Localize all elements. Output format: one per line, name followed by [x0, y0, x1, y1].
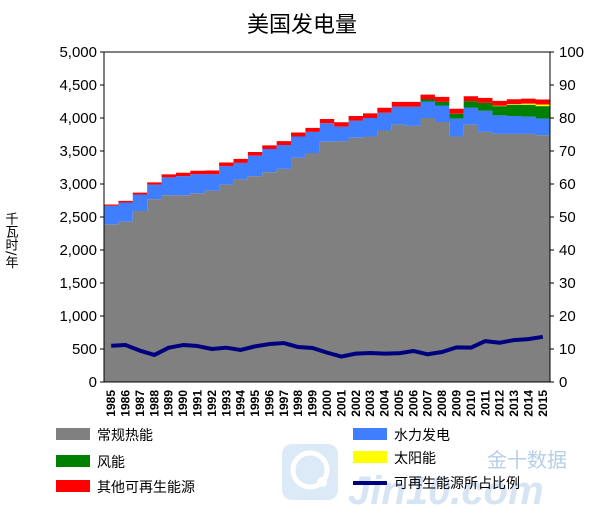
x-tick-label: 1993 [219, 390, 233, 417]
x-tick-label: 2014 [521, 390, 535, 417]
right-axis-ticks: 0 10 20 30 40 50 60 70 80 90 100 [550, 44, 584, 391]
left-tick-label: 0 [89, 374, 97, 391]
x-axis-ticks: 1985 1986 1987 1988 1989 1990 1991 1992 1993 1994… [104, 390, 550, 417]
x-tick-label: 1990 [176, 390, 190, 417]
x-tick-label: 1992 [205, 390, 219, 417]
legend-swatch [353, 428, 387, 440]
x-tick-label: 1997 [277, 390, 291, 417]
right-tick-label: 20 [559, 308, 576, 325]
x-tick-label: 1998 [291, 390, 305, 417]
right-tick-label: 70 [559, 143, 576, 160]
right-tick-label: 60 [559, 176, 576, 193]
left-tick-label: 5,000 [59, 44, 97, 61]
legend-item: 风能 [56, 455, 125, 471]
legend-label: 常规热能 [97, 428, 153, 444]
x-tick-label: 1991 [191, 390, 205, 417]
right-tick-label: 10 [559, 341, 576, 358]
legend-swatch [56, 455, 90, 467]
right-tick-label: 50 [559, 209, 576, 226]
x-tick-label: 2001 [334, 390, 348, 417]
x-tick-label: 2006 [406, 390, 420, 417]
x-tick-label: 2015 [536, 390, 550, 417]
x-tick-label: 1996 [262, 390, 276, 417]
chart-title: 美国发电量 [247, 13, 357, 38]
x-tick-label: 2012 [493, 390, 507, 417]
watermark-text: 金十数据 [487, 448, 567, 472]
jin10-logo-icon [282, 444, 338, 500]
x-tick-label: 1985 [104, 390, 118, 417]
x-tick-label: 2007 [421, 390, 435, 417]
y-axis-label-text: 千瓦时/年 [3, 212, 19, 269]
x-tick-label: 1999 [306, 390, 320, 417]
legend-swatch [56, 428, 90, 440]
area-2 [104, 99, 550, 206]
y-axis-label: 千瓦时/年 [3, 212, 19, 269]
left-tick-label: 500 [72, 341, 97, 358]
x-tick-label: 1987 [133, 390, 147, 417]
legend-item: 可再生能源所占比例 [353, 476, 520, 492]
ratio-line-series [111, 334, 544, 359]
legend-swatch [56, 480, 90, 492]
x-tick-label: 2008 [435, 390, 449, 417]
legend-item: 水力发电 [353, 428, 450, 444]
legend-label: 风能 [97, 455, 125, 471]
left-tick-label: 3,000 [59, 176, 97, 193]
legend-label: 可再生能源所占比例 [394, 476, 520, 492]
legend-label: 水力发电 [394, 428, 450, 444]
x-tick-label: 2009 [449, 390, 463, 417]
x-tick-label: 1995 [248, 390, 262, 417]
x-tick-label: 1989 [162, 390, 176, 417]
left-tick-label: 2,000 [59, 242, 97, 259]
right-tick-label: 40 [559, 242, 576, 259]
x-tick-label: 2000 [320, 390, 334, 417]
watermark-brand: Jin10.com [348, 469, 544, 508]
area-4 [104, 94, 550, 206]
legend-item: 太阳能 [353, 451, 436, 467]
left-axis-ticks: 0 500 1,000 1,500 2,000 2,500 3,000 3,500 4,000 4… [59, 44, 104, 391]
legend-swatch [353, 451, 387, 463]
legend-label: 其他可再生能源 [97, 480, 195, 496]
x-tick-label: 2011 [478, 390, 492, 416]
x-tick-label: 1994 [234, 390, 248, 417]
x-tick-label: 2004 [378, 390, 392, 417]
x-tick-label: 1986 [119, 390, 133, 417]
ratio-line [111, 334, 544, 359]
x-tick-label: 1988 [147, 390, 161, 417]
left-tick-label: 3,500 [59, 143, 97, 160]
x-tick-label: 2010 [464, 390, 478, 417]
left-tick-label: 1,500 [59, 275, 97, 292]
right-tick-label: 0 [559, 374, 567, 391]
right-tick-label: 80 [559, 110, 576, 127]
left-tick-label: 1,000 [59, 308, 97, 325]
x-tick-label: 2002 [349, 390, 363, 417]
x-tick-label: 2005 [392, 390, 406, 417]
left-tick-label: 2,500 [59, 209, 97, 226]
x-tick-label: 2003 [363, 390, 377, 417]
right-tick-label: 100 [559, 44, 584, 61]
area-1 [104, 101, 550, 225]
legend-label: 太阳能 [394, 451, 436, 467]
area-0 [104, 118, 550, 382]
left-tick-label: 4,500 [59, 77, 97, 94]
legend-item: 其他可再生能源 [56, 480, 195, 496]
area-series [104, 94, 550, 382]
left-tick-label: 4,000 [59, 110, 97, 127]
right-tick-label: 90 [559, 77, 576, 94]
x-tick-label: 2013 [507, 390, 521, 417]
legend-item: 常规热能 [56, 428, 153, 444]
watermark: 金十数据 Jin10.com [282, 444, 567, 508]
right-tick-label: 30 [559, 275, 576, 292]
